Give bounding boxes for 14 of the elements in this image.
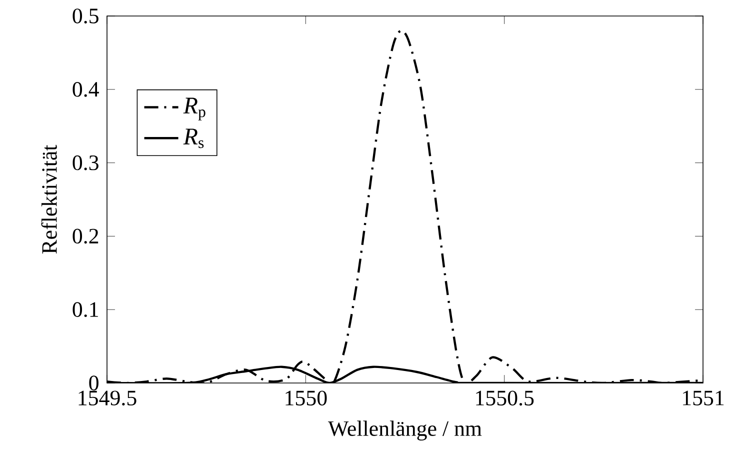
y-axis-title: Reflektivität [41, 144, 57, 254]
y-tick-label: 0.3 [72, 155, 98, 170]
y-tick-label: 0.2 [72, 228, 98, 244]
y-tick-label: 0.5 [72, 8, 98, 24]
x-axis-title: Wellenlänge / nm [328, 420, 482, 441]
legend-label: R$_{s}$ [183, 128, 204, 148]
x-tick-label: 1551 [683, 390, 724, 406]
y-tick-label: 0.4 [72, 82, 99, 97]
x-tick-label: 1550 [286, 390, 327, 406]
x-tick-label: 1549.5 [78, 390, 136, 406]
x-tick-label: 1550.5 [476, 390, 534, 406]
legend-label: R$_{p}$ [183, 98, 206, 120]
y-tick-label: 0 [89, 376, 98, 390]
y-tick-label: 0.1 [72, 302, 98, 318]
